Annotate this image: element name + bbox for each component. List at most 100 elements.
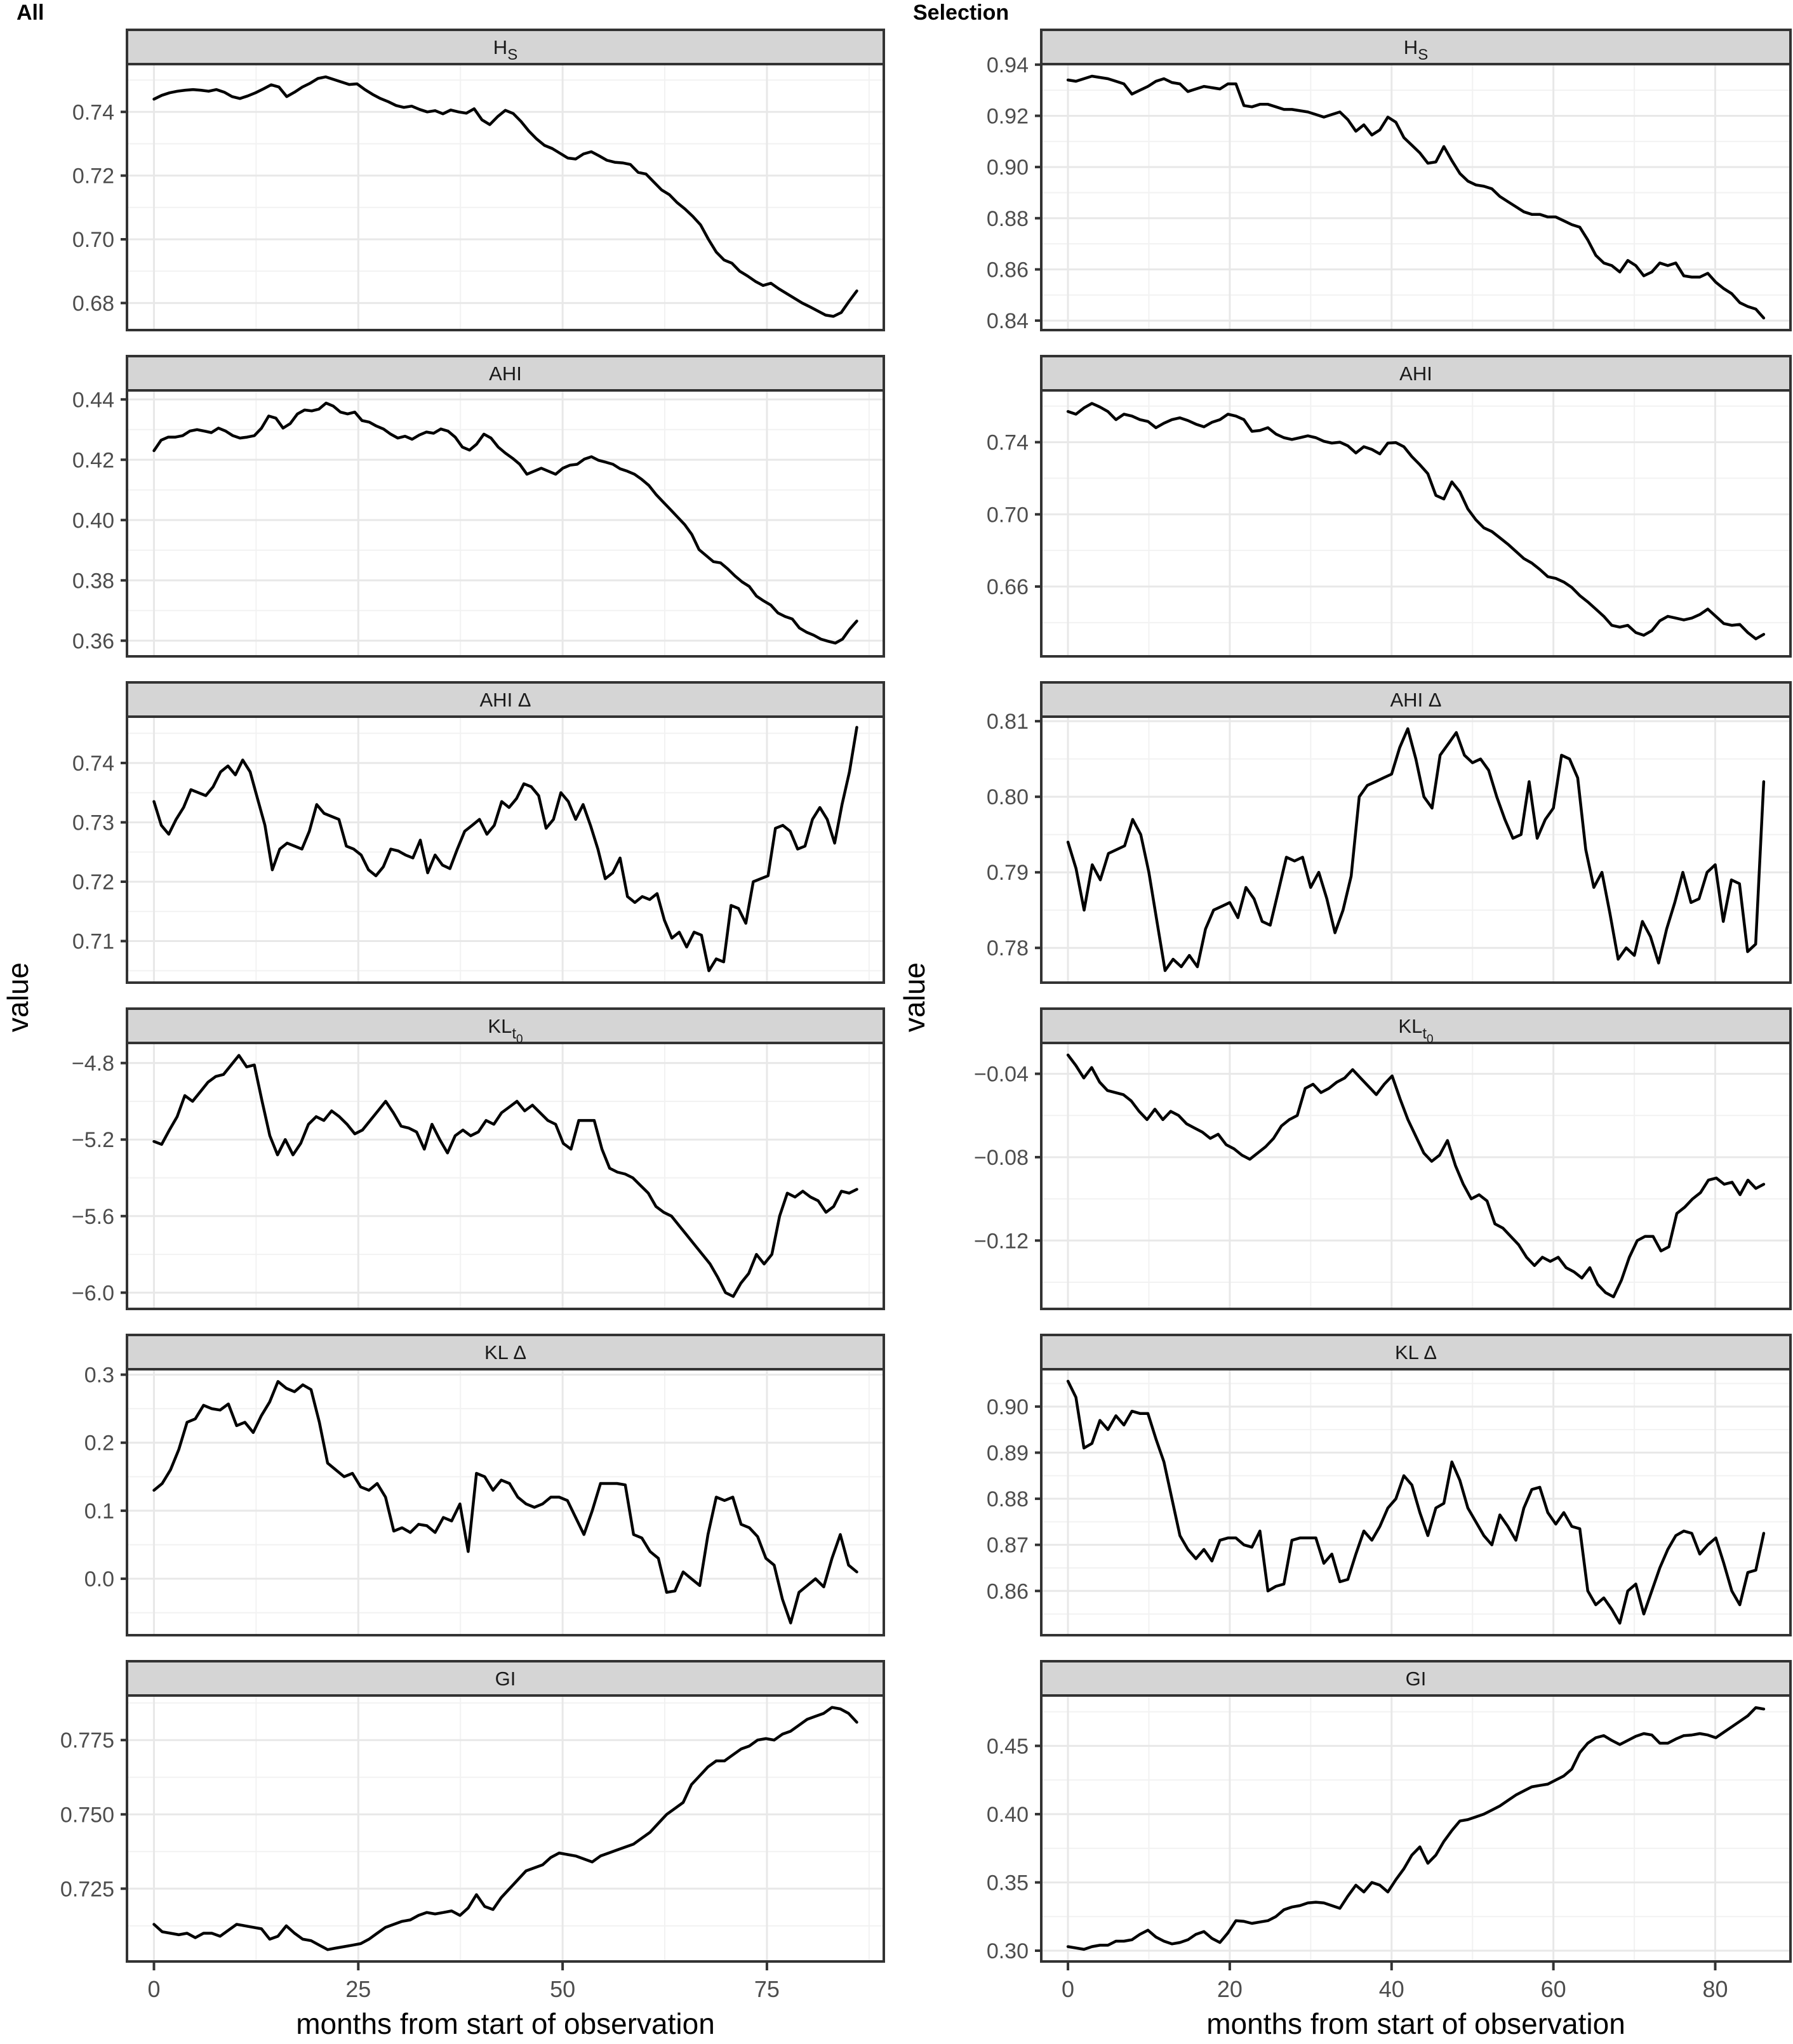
y-tick-label: 0.30 — [987, 1939, 1029, 1963]
y-tick-label: 0.38 — [72, 569, 114, 593]
facet-strip — [1040, 1334, 1792, 1370]
y-tick-label: 0.70 — [72, 228, 114, 252]
facet-strip-label: AHI — [1399, 362, 1432, 385]
facet-strip — [1040, 1007, 1792, 1044]
y-tick-label: 0.92 — [987, 104, 1029, 128]
y-tick-label: 0.88 — [987, 1487, 1029, 1511]
y-tick-label: −0.08 — [974, 1146, 1029, 1170]
facet-strip-label: AHI Δ — [1390, 689, 1442, 711]
facet-strip — [126, 355, 885, 392]
series-line-hs — [152, 75, 858, 318]
y-tick-label: −0.04 — [974, 1063, 1029, 1087]
facet-strip — [126, 1334, 885, 1370]
facets-all: 0.68 0.70 0.72 0.74 HS 0.36 0.38 0.40 0.42 0.44 AH… — [36, 28, 886, 2043]
y-tick-label: 0.42 — [72, 448, 114, 472]
facet-kl-t0-all: −6.0 −5.6 −5.2 −4.8 KLt0 — [72, 1007, 885, 1310]
y-tick-label: 0.94 — [987, 53, 1029, 77]
y-tick-label: 0.725 — [60, 1877, 114, 1901]
y-tick-label: −5.2 — [72, 1128, 114, 1152]
y-axis-title-left: value — [1, 962, 34, 1032]
series-line-kl-t0 — [152, 1054, 858, 1298]
y-tick-label: 0.73 — [72, 811, 114, 835]
facet-kl-delta-all: 0.0 0.1 0.2 0.3 KL Δ — [84, 1334, 885, 1636]
facet-strip — [1040, 681, 1792, 718]
facet-strip — [1040, 355, 1792, 392]
y-tick-label: 0.72 — [72, 164, 114, 189]
y-tick-label: −4.8 — [72, 1052, 114, 1076]
facet-strip-label: HS — [1404, 36, 1428, 63]
facet-strip-label: GI — [1406, 1668, 1427, 1690]
facet-strip-label: KL Δ — [484, 1341, 526, 1364]
y-tick-label: 0.81 — [987, 710, 1029, 734]
column-title-selection: Selection — [913, 1, 1010, 25]
series-line-kl-delta — [152, 1380, 858, 1624]
x-tick-label: 50 — [550, 1976, 575, 2002]
facet-strip-label: AHI — [489, 362, 522, 385]
x-tick-label: 40 — [1379, 1976, 1404, 2002]
facet-strip — [1040, 29, 1792, 65]
column-all: All value 0.68 0.70 0.72 0.74 HS 0.36 0.38 0.40… — [0, 0, 886, 2043]
facet-ahi-selection: 0.66 0.70 0.74 AHI — [987, 355, 1792, 658]
y-tick-label: 0.79 — [987, 861, 1029, 885]
facet-strip-label: HS — [493, 36, 517, 63]
series-line-ahi — [1066, 402, 1766, 640]
y-tick-label: 0.88 — [987, 207, 1029, 231]
x-tick-label: 80 — [1702, 1976, 1728, 2002]
y-tick-label: 0.72 — [72, 870, 114, 894]
series-line-gi — [1066, 1706, 1766, 1951]
y-tick-label: 0.36 — [72, 629, 114, 653]
x-tick-label: 60 — [1541, 1976, 1566, 2002]
facet-hs-selection: 0.84 0.86 0.88 0.90 0.92 0.94 HS — [987, 29, 1792, 331]
y-axis-title-right: value — [898, 962, 931, 1032]
y-tick-label: −0.12 — [974, 1229, 1029, 1253]
x-tick-label: 20 — [1217, 1976, 1243, 2002]
y-tick-label: 0.45 — [987, 1734, 1029, 1758]
y-tick-label: 0.0 — [84, 1567, 114, 1591]
y-tick-label: 0.40 — [72, 508, 114, 533]
y-tick-label: 0.68 — [72, 291, 114, 315]
y-tick-label: 0.90 — [987, 1395, 1029, 1419]
facet-strip — [1040, 1660, 1792, 1697]
facet-strip-label: KLt0 — [1398, 1015, 1433, 1046]
facet-gi-all: 0.725 0.750 0.775 GI — [60, 1660, 885, 1963]
series-line-hs — [1066, 74, 1766, 320]
y-tick-label: 0.66 — [987, 575, 1029, 599]
y-tick-label: 0.3 — [84, 1364, 114, 1388]
x-tick-label: 75 — [754, 1976, 780, 2002]
y-tick-label: 0.35 — [987, 1871, 1029, 1895]
y-tick-label: 0.44 — [72, 388, 114, 412]
y-tick-label: 0.70 — [987, 503, 1029, 527]
y-tick-label: 0.86 — [987, 1579, 1029, 1603]
facet-strip-label: KL Δ — [1395, 1341, 1437, 1364]
y-tick-label: 0.71 — [72, 930, 114, 954]
y-tick-label: 0.86 — [987, 258, 1029, 282]
x-axis-selection: 0 20 40 60 80 months from start of observatio… — [1062, 1963, 1728, 2040]
series-line-kl-t0 — [1066, 1053, 1766, 1299]
y-tick-label: 0.74 — [987, 431, 1029, 455]
y-tick-label: 0.1 — [84, 1499, 114, 1523]
y-tick-label: 0.74 — [72, 100, 114, 124]
series-line-kl-delta — [1066, 1379, 1766, 1625]
facet-hs-all: 0.68 0.70 0.72 0.74 HS — [72, 29, 885, 331]
y-tick-label: 0.84 — [987, 309, 1029, 331]
y-tick-label: 0.80 — [987, 785, 1029, 809]
facet-ahi-delta-selection: 0.78 0.79 0.80 0.81 AHI Δ — [987, 681, 1792, 984]
facet-strip — [126, 1660, 885, 1697]
facet-strip — [126, 681, 885, 718]
facet-strip-label: GI — [495, 1668, 516, 1690]
series-line-ahi — [152, 401, 858, 645]
y-tick-label: 0.2 — [84, 1431, 114, 1456]
x-axis-title: months from start of observation — [1206, 2007, 1625, 2040]
facet-gi-selection: 0.30 0.35 0.40 0.45 GI — [987, 1660, 1792, 1963]
series-line-ahi-delta — [152, 726, 858, 972]
facet-strip-label: AHI Δ — [480, 689, 531, 711]
column-selection: Selection value 0.84 0.86 0.88 0.90 0.92 0.94… — [896, 0, 1793, 2043]
y-tick-label: −5.6 — [72, 1205, 114, 1229]
facets-selection: 0.84 0.86 0.88 0.90 0.92 0.94 HS 0.66 0.70 0.74 AH… — [932, 28, 1793, 2043]
x-axis-title: months from start of observation — [296, 2007, 715, 2040]
x-tick-label: 0 — [147, 1976, 160, 2002]
y-tick-label: −6.0 — [72, 1281, 114, 1305]
y-tick-label: 0.40 — [987, 1803, 1029, 1827]
facet-kl-delta-selection: 0.86 0.87 0.88 0.89 0.90 KL Δ — [987, 1334, 1792, 1636]
